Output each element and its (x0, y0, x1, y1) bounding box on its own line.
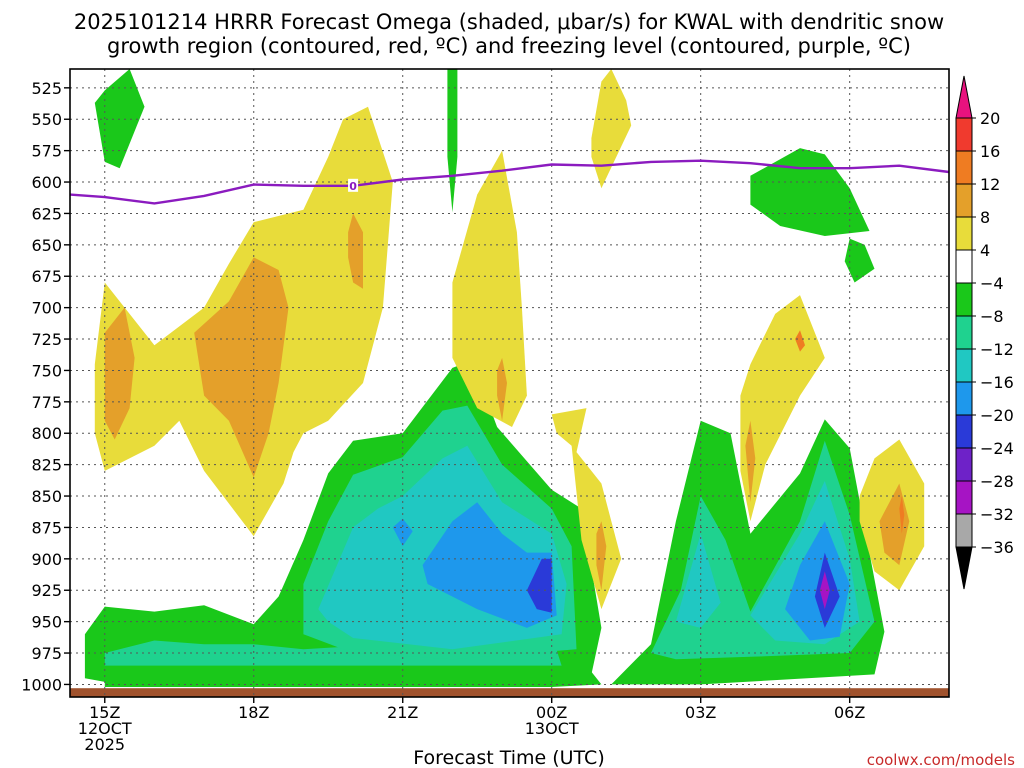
omega-region-30 (745, 420, 756, 503)
colorbar-label-9: −20 (980, 406, 1014, 425)
y-tick-label-975: 975 (31, 644, 62, 663)
omega-region-28 (497, 357, 507, 421)
colorbar-label-3: 8 (980, 208, 990, 227)
omega-region-11 (675, 533, 721, 628)
freezing-level-label: 0 (349, 180, 357, 193)
colorbar-bin-12 (955, 513, 973, 548)
y-tick-label-750: 750 (31, 361, 62, 380)
omega-region-25 (104, 307, 135, 440)
chart-title-line1: 2025101214 HRRR Forecast Omega (shaded, … (74, 10, 944, 34)
colorbar-bin-2 (955, 183, 973, 218)
y-tick-label-1000: 1000 (21, 675, 62, 694)
credit-link[interactable]: coolwx.com/models (867, 751, 1015, 768)
y-tick-label-950: 950 (31, 613, 62, 632)
omega-shading (84, 69, 925, 687)
surface-band (70, 688, 949, 697)
y-tick-label-600: 600 (31, 173, 62, 192)
omega-region-22 (591, 69, 632, 189)
y-tick-label-575: 575 (31, 142, 62, 161)
freezing-level-line (69, 159, 950, 205)
x-tick-label-00Z-2: 13OCT (525, 719, 579, 738)
x-tick-label-15Z-1: 15Z (89, 703, 120, 722)
colorbar-label-7: −12 (980, 340, 1014, 359)
x-tick-label-15Z-2: 12OCT (78, 719, 132, 738)
freezing-level-label-bg (348, 178, 359, 192)
y-tick-label-525: 525 (31, 79, 62, 98)
colorbar-bin-4 (955, 249, 973, 284)
colorbar-bin-7 (955, 348, 973, 383)
omega-region-33 (899, 496, 905, 534)
plot-frame (69, 68, 950, 698)
chart-title-line2: growth region (contoured, red, ºC) and f… (107, 34, 911, 58)
colorbar-label-10: −24 (980, 439, 1014, 458)
y-axis: 525 550 575 600 625 650 675 700 725 750 775 800 825 8… (21, 79, 70, 694)
y-tick-label-700: 700 (31, 299, 62, 318)
omega-region-18 (819, 571, 830, 610)
y-tick-label-775: 775 (31, 393, 62, 412)
y-tick-label-850: 850 (31, 487, 62, 506)
y-tick-label-875: 875 (31, 518, 62, 537)
colorbar-label-1: 16 (980, 142, 1000, 161)
omega-region-3 (94, 69, 145, 169)
x-tick-label-00Z-1: 00Z (536, 703, 567, 722)
y-tick-label-800: 800 (31, 424, 62, 443)
colorbar-label-5: −4 (980, 274, 1004, 293)
freezing-level: 0 (69, 159, 950, 205)
omega-region-5 (750, 148, 870, 236)
y-tick-label-650: 650 (31, 236, 62, 255)
colorbar-label-0: 20 (980, 109, 1000, 128)
omega-region-29 (596, 521, 607, 591)
colorbar-label-12: −32 (980, 505, 1014, 524)
colorbar-bin-10 (955, 447, 973, 482)
colorbar-bin-9 (955, 414, 973, 449)
omega-region-20 (452, 150, 527, 427)
colorbar-bin-8 (955, 381, 973, 416)
colorbar-label-13: −36 (980, 538, 1014, 557)
colorbar-bottom-arrow (955, 546, 973, 590)
surface-ground (70, 688, 949, 697)
omega-region-32 (795, 330, 805, 352)
colorbar-label-2: 12 (980, 175, 1000, 194)
omega-region-27 (348, 213, 363, 289)
colorbar: 20 16 12 8 4 −4 −8 −12 −16 −20 −24 −28 −32 −36 (955, 75, 1014, 590)
colorbar-bin-3 (955, 216, 973, 251)
omega-region-14 (422, 502, 557, 628)
grid-lines (70, 69, 949, 697)
omega-region-15 (785, 521, 850, 641)
colorbar-bin-6 (955, 315, 973, 350)
x-tick-label-18Z-1: 18Z (238, 703, 269, 722)
y-tick-label-900: 900 (31, 550, 62, 569)
colorbar-label-6: −8 (980, 307, 1004, 326)
y-tick-label-725: 725 (31, 330, 62, 349)
colorbar-bin-11 (955, 480, 973, 515)
y-tick-label-825: 825 (31, 456, 62, 475)
omega-region-16 (526, 558, 552, 613)
colorbar-bin-5 (955, 282, 973, 317)
colorbar-label-4: 4 (980, 241, 990, 260)
y-tick-label-925: 925 (31, 581, 62, 600)
colorbar-label-11: −28 (980, 472, 1014, 491)
x-axis-label: Forecast Time (UTC) (413, 747, 604, 768)
colorbar-top-arrow (955, 75, 973, 119)
omega-region-6 (844, 238, 875, 283)
x-tick-label-21Z-1: 21Z (387, 703, 418, 722)
colorbar-label-8: −16 (980, 373, 1014, 392)
omega-region-4 (447, 69, 458, 213)
x-tick-label-03Z-1: 03Z (685, 703, 716, 722)
x-tick-label-15Z-3: 2025 (84, 735, 125, 754)
colorbar-bin-1 (955, 150, 973, 185)
y-tick-label-625: 625 (31, 204, 62, 223)
x-tick-label-06Z-1: 06Z (834, 703, 865, 722)
omega-region-26 (194, 257, 289, 478)
y-tick-label-675: 675 (31, 267, 62, 286)
colorbar-bin-0 (955, 117, 973, 152)
y-tick-label-550: 550 (31, 110, 62, 129)
